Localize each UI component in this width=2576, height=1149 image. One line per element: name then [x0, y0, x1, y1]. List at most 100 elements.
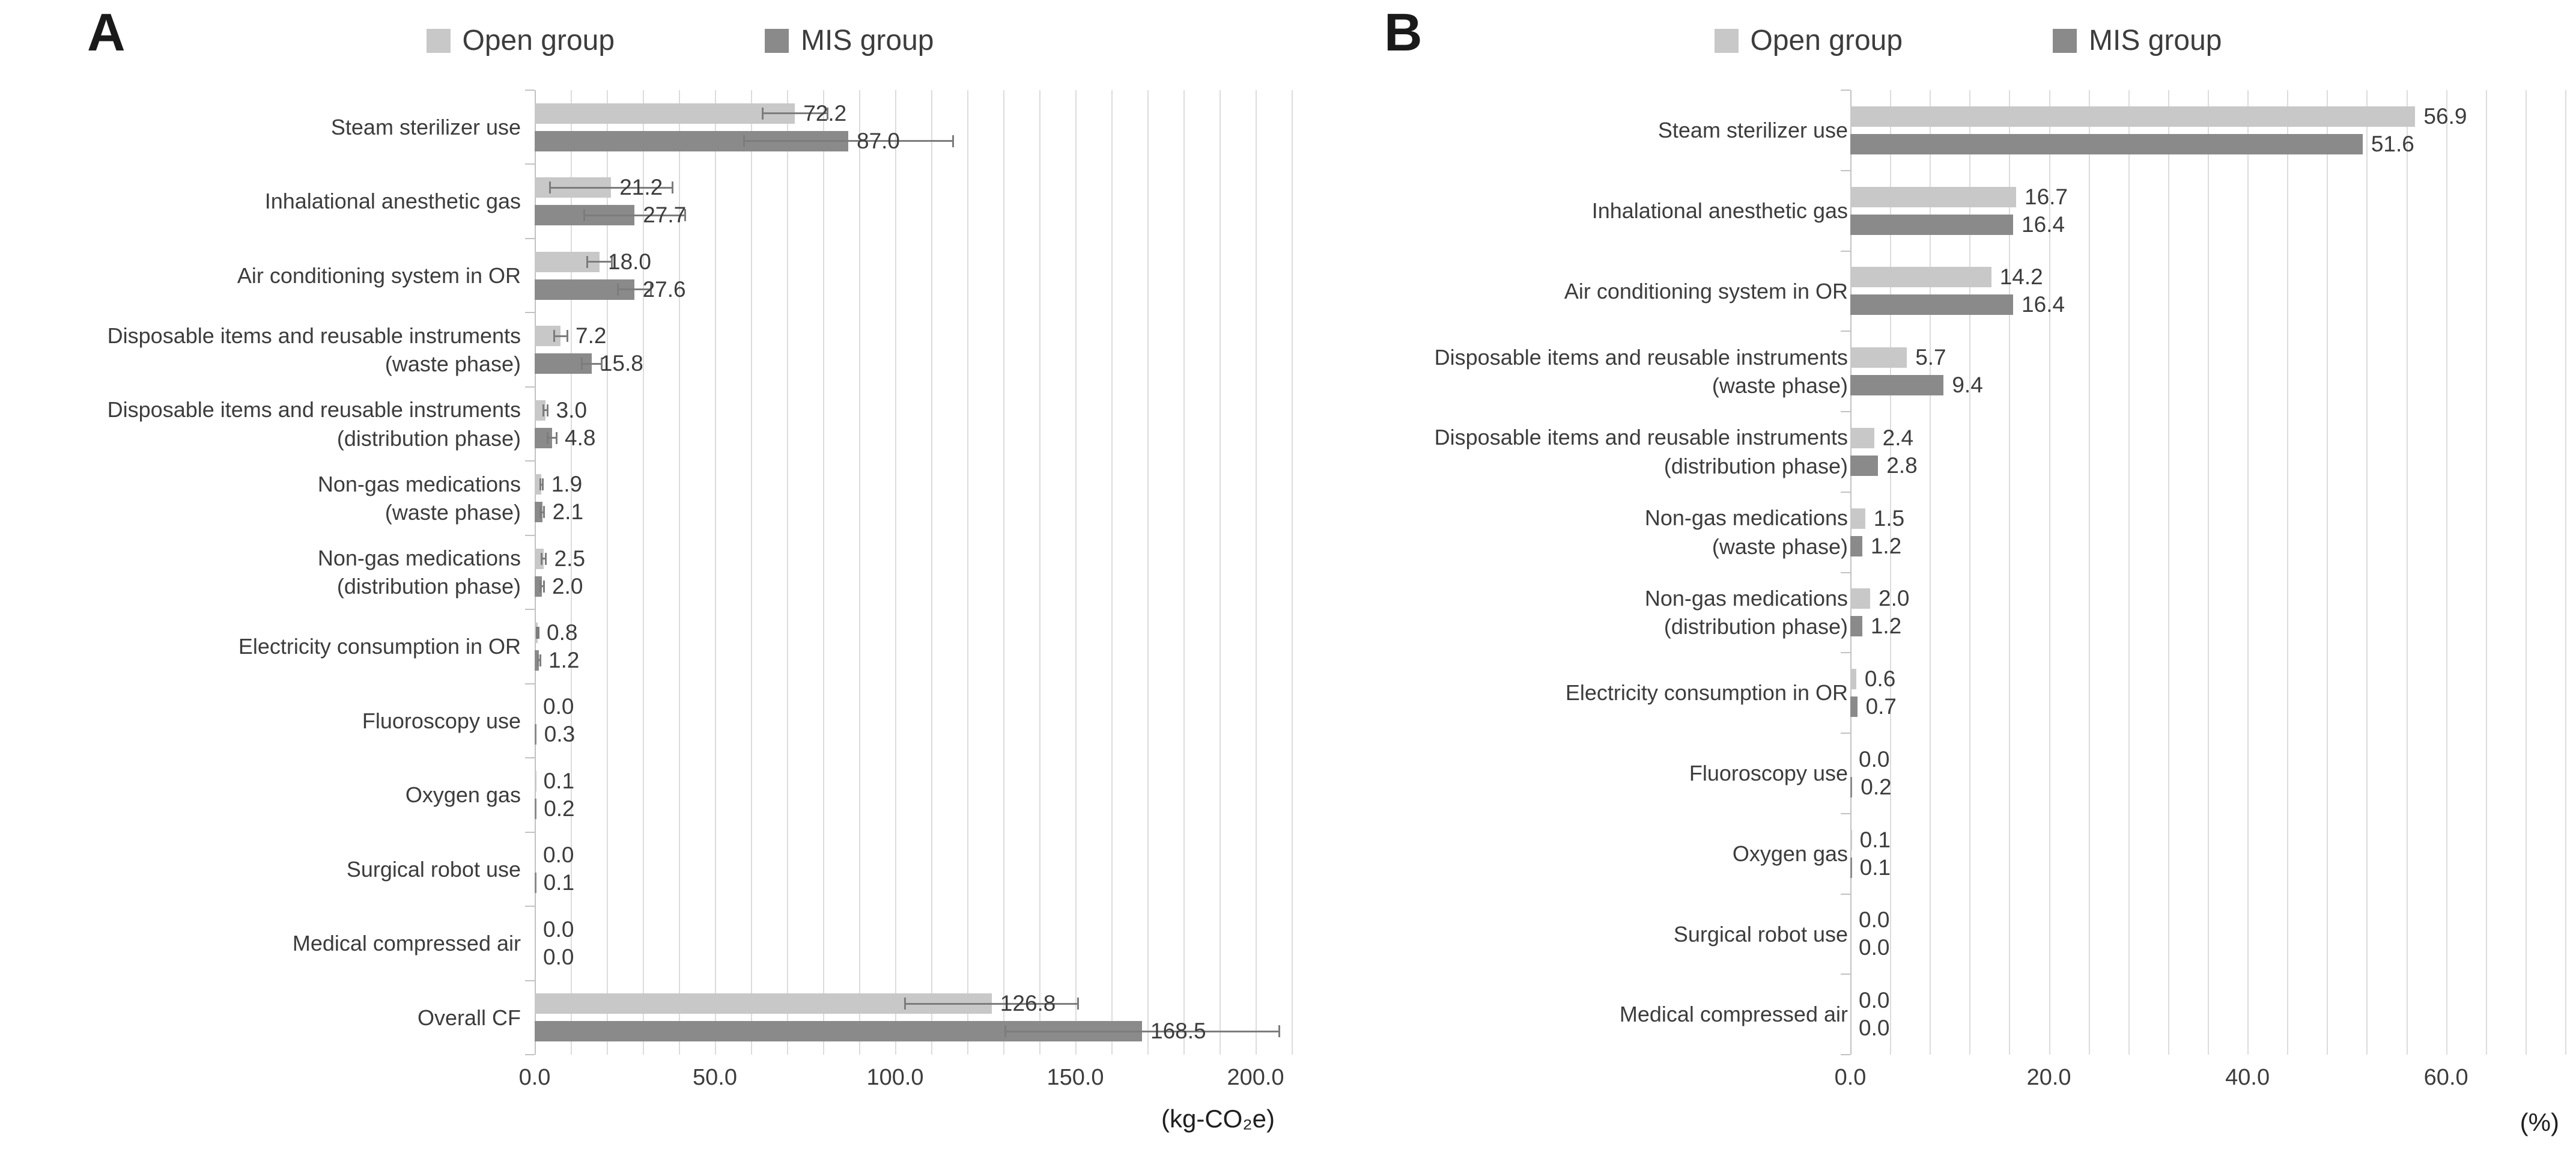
gridline — [1220, 90, 1221, 1055]
category-axis-tick — [525, 683, 535, 684]
error-bar-cap — [547, 431, 549, 444]
value-label: 0.0 — [543, 843, 574, 868]
category-label: Inhalational anesthetic gas — [264, 189, 521, 214]
value-label: 1.2 — [1870, 533, 1902, 558]
category-label: Surgical robot use — [1673, 921, 1848, 946]
category-axis-tick — [525, 757, 535, 759]
error-bar-cap — [1077, 998, 1080, 1010]
value-label: 1.5 — [1873, 505, 1905, 531]
bar-open-group — [1850, 186, 2016, 207]
category-label: Steam sterilizer use — [330, 114, 521, 139]
category-axis-tick — [1841, 331, 1850, 332]
legend-a: Open group MIS group — [0, 24, 1288, 57]
value-label: 0.1 — [543, 870, 575, 895]
category-axis-tick — [1841, 411, 1850, 412]
error-bar-cap — [540, 552, 542, 565]
value-label: 0.0 — [543, 694, 574, 719]
gridline — [715, 90, 716, 1055]
gridline — [2485, 90, 2487, 1055]
category-label: Disposable items and reusable instrument… — [107, 323, 521, 377]
bar-mis-group — [1850, 857, 1852, 878]
value-label: 27.7 — [643, 203, 687, 228]
category-axis-tick — [525, 609, 535, 611]
gridline — [2565, 90, 2566, 1055]
error-bar-cap — [536, 626, 538, 639]
chart-a: Steam sterilizer use 72.2 87.0 Inhalational… — [107, 90, 1293, 1090]
value-label: 72.2 — [803, 100, 847, 126]
category-axis-tick — [1841, 893, 1850, 895]
value-label: 0.0 — [1859, 988, 1890, 1013]
value-label: 2.8 — [1886, 453, 1918, 478]
gridline — [1890, 90, 1892, 1055]
error-bar-line — [543, 409, 548, 412]
value-label: 0.0 — [543, 916, 574, 942]
bar-mis-group — [1850, 133, 2363, 154]
category-label: Disposable items and reusable instrument… — [1434, 425, 1848, 478]
gridline — [679, 90, 680, 1055]
category-axis-tick — [525, 312, 535, 314]
panel-a-letter: A — [87, 2, 126, 62]
category-label: Oxygen gas — [1732, 841, 1848, 866]
bar-mis-group — [1850, 375, 1944, 396]
value-label: 0.0 — [1859, 746, 1890, 772]
legend-b: Open group MIS group — [1288, 24, 2576, 57]
category-axis-tick — [525, 980, 535, 981]
panel-b-letter: B — [1384, 2, 1423, 62]
gridline — [1183, 90, 1185, 1055]
category-label: Medical compressed air — [1619, 1002, 1848, 1027]
open-group-swatch-icon — [1714, 28, 1739, 53]
bar-open-group — [1850, 588, 1871, 609]
panel-b: B Open group MIS group Steam sterilizer … — [1288, 0, 2576, 1149]
value-label: 2.0 — [552, 573, 583, 599]
mis-group-swatch-icon — [2053, 28, 2077, 53]
error-bar-cap — [537, 626, 539, 639]
legend-item-open: Open group — [1714, 24, 1903, 57]
value-label: 56.9 — [2423, 103, 2467, 129]
category-label: Electricity consumption in OR — [1565, 680, 1848, 706]
value-label: 0.2 — [1861, 774, 1892, 799]
legend-label-mis: MIS group — [801, 25, 934, 56]
x-tick-label: 60.0 — [2423, 1065, 2468, 1090]
value-label: 1.9 — [551, 472, 583, 497]
category-label: Non-gas medications (distribution phase) — [1644, 585, 1848, 639]
error-bar-cap — [761, 107, 764, 120]
category-label: Non-gas medications (distribution phase) — [317, 545, 521, 599]
error-bar-line — [582, 362, 602, 365]
gridline — [2525, 90, 2527, 1055]
gridline — [571, 90, 572, 1055]
gridline — [2208, 90, 2209, 1055]
error-bar-cap — [545, 552, 547, 565]
gridline — [2366, 90, 2368, 1055]
gridline — [787, 90, 788, 1055]
bar-mis-group — [1850, 616, 1862, 637]
gridline — [931, 90, 932, 1055]
category-label: Electricity consumption in OR — [238, 634, 521, 659]
bar-mis-group — [1850, 455, 1879, 476]
legend-item-mis: MIS group — [765, 24, 934, 57]
value-label: 16.7 — [2025, 184, 2068, 209]
mis-group-swatch-icon — [765, 28, 789, 53]
gridline — [2167, 90, 2169, 1055]
error-bar-cap — [649, 283, 652, 296]
error-bar-cap — [539, 654, 541, 666]
bar-open-group — [1850, 267, 1991, 288]
error-bar-cap — [952, 135, 954, 147]
category-axis-tick — [525, 534, 535, 536]
error-bar-line — [744, 140, 953, 142]
value-label: 2.4 — [1882, 425, 1914, 450]
gridline — [1969, 90, 1971, 1055]
value-label: 0.0 — [1859, 907, 1890, 933]
error-bar-cap — [553, 330, 555, 343]
value-label: 7.2 — [576, 323, 607, 349]
bar-open-group — [1850, 427, 1874, 448]
value-label: 4.8 — [565, 425, 596, 450]
value-label: 0.1 — [1859, 855, 1891, 880]
error-bar-line — [540, 483, 543, 486]
value-label: 2.5 — [554, 546, 586, 571]
bar-open-group — [1850, 106, 2416, 127]
value-label: 2.1 — [552, 499, 584, 525]
open-group-swatch-icon — [426, 28, 451, 53]
bar-open-group — [1850, 508, 1865, 529]
error-bar-cap — [684, 209, 686, 222]
value-label: 0.0 — [1859, 935, 1890, 960]
